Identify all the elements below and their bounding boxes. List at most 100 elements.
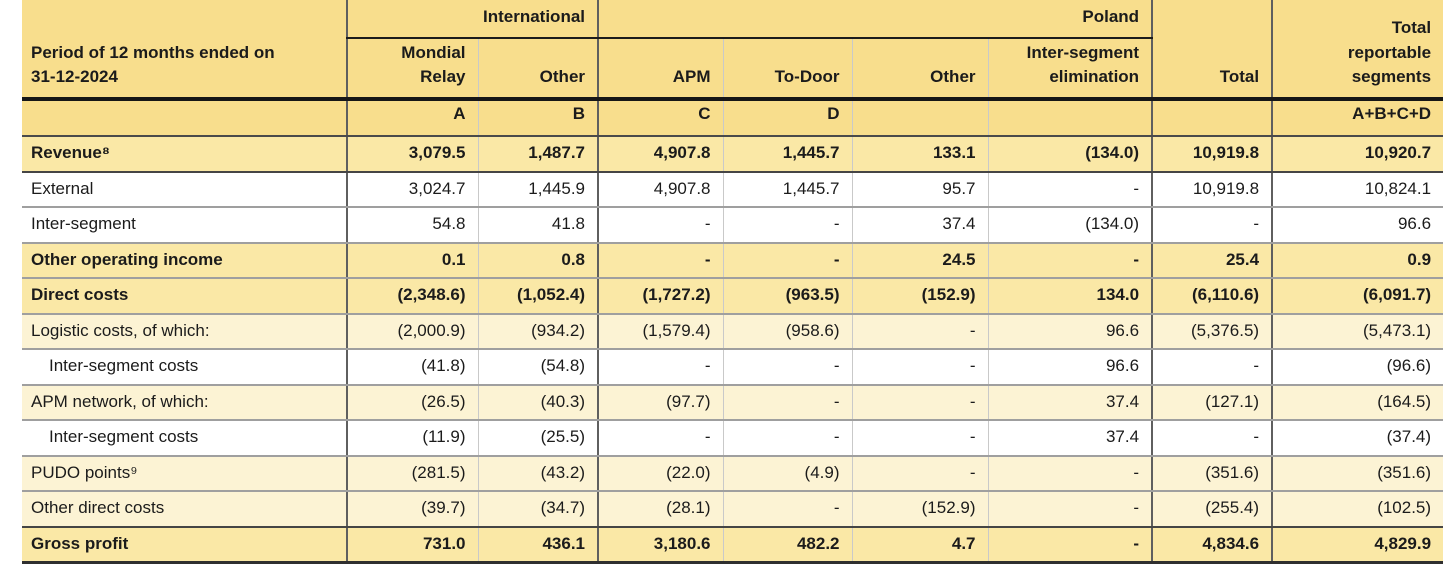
cell-value: (963.5): [722, 278, 853, 315]
row-label: APM network, of which:: [22, 384, 347, 421]
cell-value: (2,348.6): [346, 278, 478, 315]
cell-value: (40.3): [477, 384, 599, 421]
cell-value: (934.2): [477, 313, 599, 350]
cell-value: (351.6): [1271, 455, 1444, 492]
table-row: Inter-segment 54.8 41.8- -37.4 (134.0) -96.6: [22, 207, 1444, 244]
cell-value: 1,445.7: [722, 136, 853, 173]
cell-value: (6,091.7): [1271, 278, 1444, 315]
cell-value: 10,919.8: [1151, 171, 1273, 208]
col-header-to-door: To-Door: [722, 38, 853, 101]
cell-value: (2,000.9): [346, 313, 478, 350]
cell-value: (11.9): [346, 420, 478, 457]
table-row: Inter-segment costs (11.9) (25.5) - - -37.4-(…: [22, 420, 1444, 457]
cell-value: 1,445.7: [722, 171, 853, 208]
cell-value: 436.1: [477, 526, 599, 564]
sub-header-row: A B C D A+B+C+D: [22, 99, 1444, 137]
cell-value: 1,445.9: [477, 171, 599, 208]
cell-value: 37.4: [987, 384, 1153, 421]
cell-value: (127.1): [1151, 384, 1273, 421]
sub-header-elimination: [987, 99, 1153, 137]
cell-value: (134.0): [987, 136, 1153, 173]
cell-value: 731.0: [346, 526, 478, 564]
cell-value: 96.6: [1271, 207, 1444, 244]
cell-value: 4,907.8: [597, 171, 724, 208]
row-label: Other direct costs: [22, 491, 347, 528]
period-header-line1: Period of 12 months ended on: [31, 42, 275, 62]
cell-value: (164.5): [1271, 384, 1444, 421]
table-row: Direct costs (2,348.6) (1,052.4) (1,727.2)(…: [22, 278, 1444, 315]
col-header-total-reportable-segments: Total reportable segments: [1271, 0, 1444, 101]
cell-value: (5,473.1): [1271, 313, 1444, 350]
sub-header-d: D: [722, 99, 853, 137]
cell-value: 134.0: [987, 278, 1153, 315]
col-header-total: Total: [1151, 0, 1273, 101]
sub-header-other: [851, 99, 989, 137]
cell-value: (41.8): [346, 349, 478, 386]
cell-value: 10,824.1: [1271, 171, 1444, 208]
cell-value: 1,487.7: [477, 136, 599, 173]
cell-value: -: [597, 420, 724, 457]
cell-value: 10,920.7: [1271, 136, 1444, 173]
cell-value: 3,079.5: [346, 136, 478, 173]
cell-value: 3,024.7: [346, 171, 478, 208]
row-label: External: [22, 171, 347, 208]
period-header: Period of 12 months ended on 31-12-2024: [22, 0, 347, 101]
cell-value: -: [722, 491, 853, 528]
table-header: Period of 12 months ended on 31-12-2024 …: [22, 0, 1444, 137]
cell-value: (28.1): [597, 491, 724, 528]
cell-value: 0.8: [477, 242, 599, 279]
cell-value: (152.9): [851, 278, 989, 315]
cell-value: (25.5): [477, 420, 599, 457]
cell-value: (958.6): [722, 313, 853, 350]
cell-value: -: [851, 420, 989, 457]
col-header-other-poland: Other: [851, 38, 989, 101]
table-row: PUDO points⁹ (281.5) (43.2) (22.0) (4.9) - - (3…: [22, 455, 1444, 492]
cell-value: 4,829.9: [1271, 526, 1444, 564]
cell-value: -: [987, 242, 1153, 279]
column-header-row: Mondial Relay Other APM To-Door Other In…: [22, 38, 1443, 101]
cell-value: (4.9): [722, 455, 853, 492]
table-row: Other direct costs (39.7) (34.7) (28.1) - (15…: [22, 491, 1444, 528]
cell-value: (255.4): [1151, 491, 1273, 528]
cell-value: (5,376.5): [1151, 313, 1273, 350]
cell-value: 96.6: [987, 313, 1153, 350]
cell-value: (6,110.6): [1151, 278, 1273, 315]
col-header-inter-segment-elimination-text: Inter-segment elimination: [1026, 42, 1140, 87]
cell-value: (281.5): [346, 455, 478, 492]
cell-value: -: [1151, 420, 1273, 457]
table-row: Gross profit 731.0 436.1 3,180.6 482.2 4.7-4,…: [22, 526, 1444, 564]
cell-value: -: [987, 526, 1153, 564]
cell-value: -: [1151, 349, 1273, 386]
col-header-mondial-relay-text: Mondial Relay: [401, 42, 466, 87]
row-label: Other operating income: [22, 242, 347, 279]
group-header-poland: Poland: [597, 0, 1153, 39]
sub-header-c: C: [597, 99, 724, 137]
cell-value: 0.1: [346, 242, 478, 279]
group-header-row: Period of 12 months ended on 31-12-2024 …: [22, 0, 1444, 101]
cell-value: -: [851, 349, 989, 386]
cell-value: (134.0): [987, 207, 1153, 244]
cell-value: 4,907.8: [597, 136, 724, 173]
table-row: Other operating income 0.1 0.8- -24.5-25.4 0…: [22, 242, 1444, 279]
cell-value: 96.6: [987, 349, 1153, 386]
table-body: Revenue⁸ 3,079.5 1,487.7 4,907.8 1,445.7 133.…: [22, 136, 1444, 564]
cell-value: (102.5): [1271, 491, 1444, 528]
cell-value: (351.6): [1151, 455, 1273, 492]
col-header-other-international: Other: [477, 38, 599, 101]
cell-value: 482.2: [722, 526, 853, 564]
cell-value: (152.9): [851, 491, 989, 528]
row-label: Inter-segment: [22, 207, 347, 244]
row-label: Inter-segment costs: [22, 420, 347, 457]
cell-value: 37.4: [987, 420, 1153, 457]
cell-value: -: [722, 420, 853, 457]
cell-value: (54.8): [477, 349, 599, 386]
sub-header-empty: [22, 99, 347, 137]
cell-value: -: [851, 313, 989, 350]
cell-value: 0.9: [1271, 242, 1444, 279]
row-label: Logistic costs, of which:: [22, 313, 347, 350]
cell-value: 37.4: [851, 207, 989, 244]
cell-value: -: [597, 207, 724, 244]
period-header-line2: 31-12-2024: [31, 67, 118, 87]
row-label: PUDO points⁹: [22, 455, 347, 492]
cell-value: (37.4): [1271, 420, 1444, 457]
